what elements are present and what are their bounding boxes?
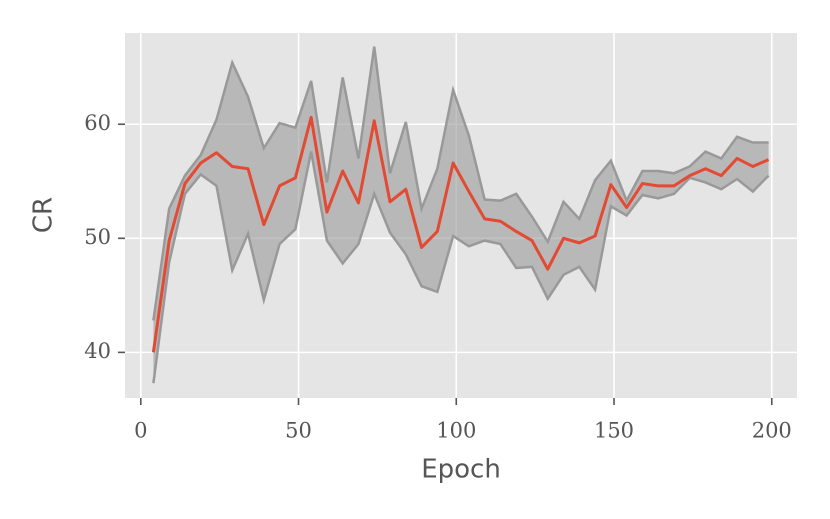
x-tick-label: 0 bbox=[134, 419, 147, 443]
line bbox=[151, 115, 770, 353]
band-edge bbox=[152, 151, 770, 384]
x-tick-label: 50 bbox=[285, 419, 312, 443]
y-axis-label: CR bbox=[29, 197, 59, 233]
y-tick-label: 60 bbox=[84, 111, 111, 135]
band-edge bbox=[152, 46, 769, 321]
x-axis-label: Epoch bbox=[421, 455, 501, 485]
x-tick-label: 100 bbox=[436, 419, 476, 443]
y-tick-label: 40 bbox=[84, 339, 111, 363]
y-tick-label: 50 bbox=[84, 225, 111, 249]
x-tick-label: 150 bbox=[594, 419, 634, 443]
x-tick-label: 200 bbox=[752, 419, 792, 443]
